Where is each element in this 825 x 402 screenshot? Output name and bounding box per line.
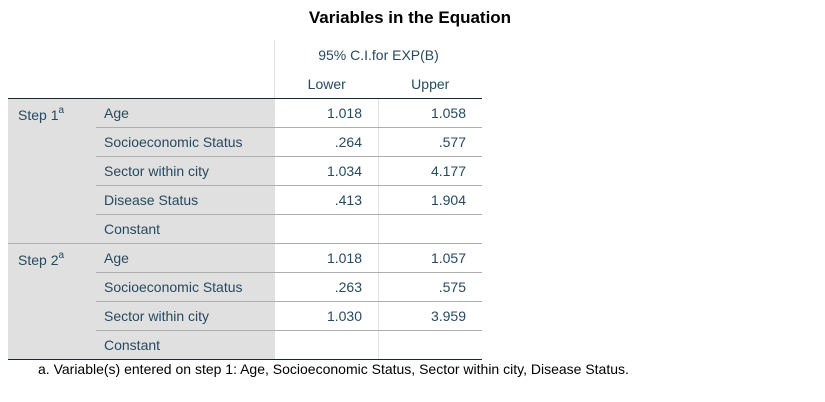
upper-value: 4.177 [378,156,482,186]
row-variable: Constant [96,330,275,360]
table-row: Constant [8,214,482,244]
header-blank-cell [96,40,275,70]
row-variable: Socioeconomic Status [96,272,275,302]
lower-value: .264 [274,127,379,157]
row-variable: Disease Status [96,185,275,215]
table-row: Socioeconomic Status .263 .575 [8,272,482,302]
row-variable: Socioeconomic Status [96,127,275,157]
lower-column-header: Lower [274,70,379,99]
table-row: Sector within city 1.034 4.177 [8,156,482,186]
lower-value: 1.034 [274,156,379,186]
table-row: Socioeconomic Status .264 .577 [8,127,482,157]
table-row: Disease Status .413 1.904 [8,185,482,215]
table-row: Step 1a Age 1.018 1.058 [8,98,482,244]
upper-value [378,214,482,244]
row-variable: Constant [96,214,275,244]
lower-value: .263 [274,272,379,302]
header-blank-cell [96,70,275,99]
table-footnote: a. Variable(s) entered on step 1: Age, S… [38,361,629,377]
header-blank-cell [8,70,96,99]
row-variable: Sector within city [96,301,275,331]
header-row-columns: Lower Upper [8,70,482,99]
row-variable: Age [96,98,275,128]
step-label: Step 1a [8,98,96,244]
lower-value: 1.018 [274,98,379,128]
lower-value: .413 [274,185,379,215]
upper-value: 1.904 [378,185,482,215]
upper-column-header: Upper [378,70,482,99]
table-row: Step 2a Age 1.018 1.057 [8,243,482,360]
upper-value: 3.959 [378,301,482,331]
header-blank-cell [8,40,96,70]
row-variable: Age [96,243,275,273]
lower-value [274,330,379,360]
table-title: Variables in the Equation [308,8,512,27]
variables-table: 95% C.I.for EXP(B) Lower Upper Step 1a A… [8,40,482,360]
table-row: Constant [8,330,482,360]
upper-value: 1.058 [378,98,482,128]
lower-value: 1.018 [274,243,379,273]
upper-value: .575 [378,272,482,302]
header-row-span: 95% C.I.for EXP(B) [8,40,482,70]
step-label: Step 2a [8,243,96,360]
row-variable: Sector within city [96,156,275,186]
upper-value [378,330,482,360]
lower-value: 1.030 [274,301,379,331]
upper-value: .577 [378,127,482,157]
table-row: Sector within city 1.030 3.959 [8,301,482,331]
ci-span-header: 95% C.I.for EXP(B) [274,40,482,70]
lower-value [274,214,379,244]
upper-value: 1.057 [378,243,482,273]
